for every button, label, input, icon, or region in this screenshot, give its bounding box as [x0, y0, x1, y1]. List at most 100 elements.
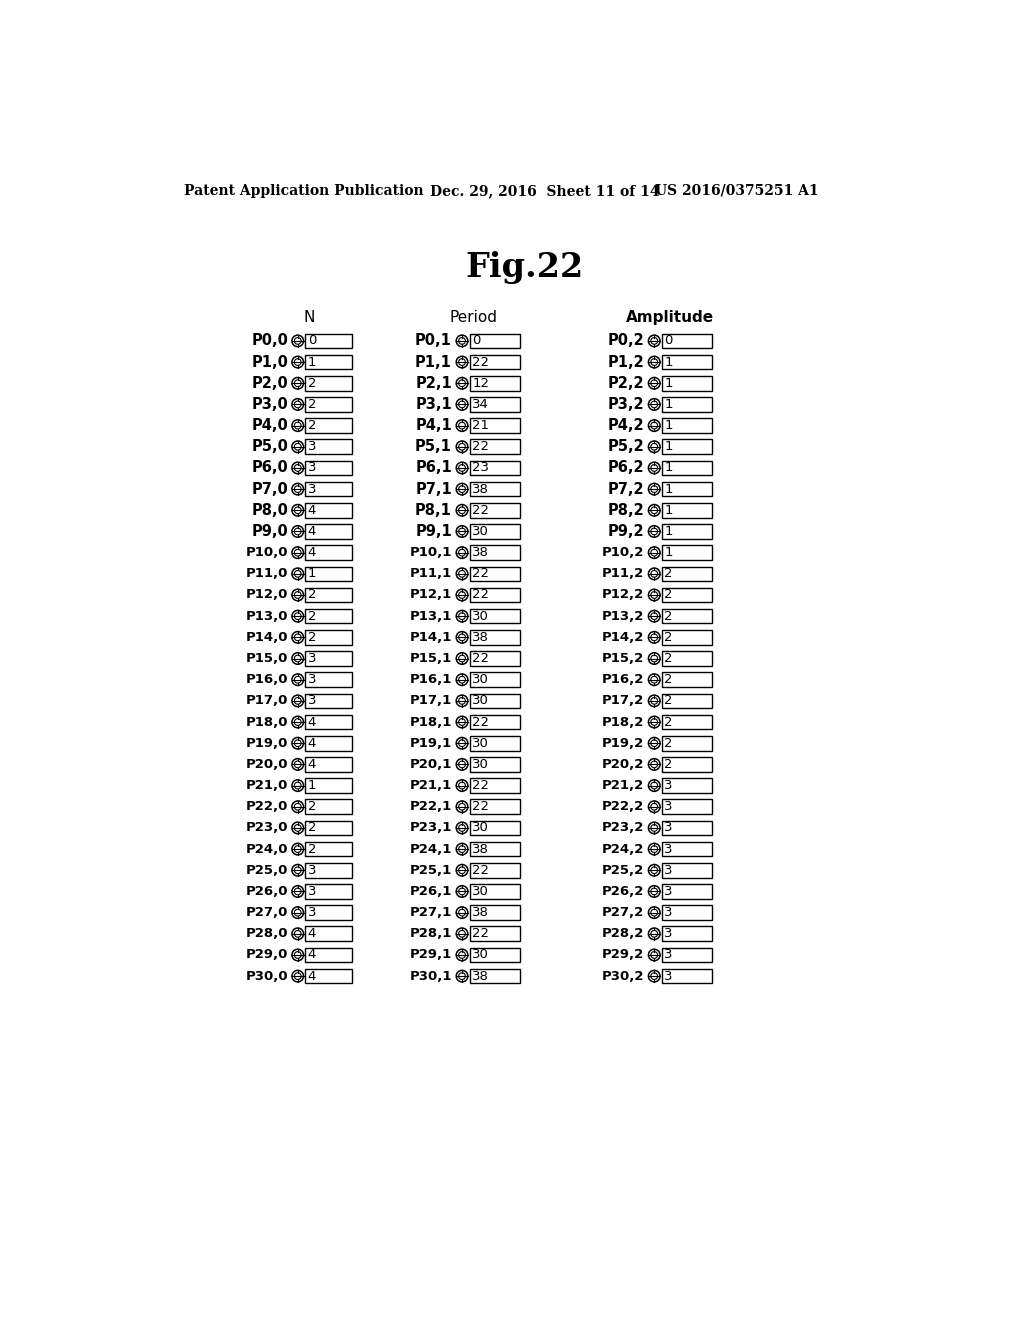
Text: 22: 22 — [472, 589, 489, 602]
Bar — [470, 884, 520, 899]
Bar — [470, 651, 520, 665]
Text: P1,0: P1,0 — [252, 355, 289, 370]
Text: 1: 1 — [665, 376, 673, 389]
Text: P0,0: P0,0 — [252, 334, 289, 348]
Bar — [662, 503, 713, 517]
Text: 3: 3 — [308, 884, 316, 898]
Bar — [662, 355, 713, 370]
Text: 22: 22 — [472, 355, 489, 368]
Bar — [305, 566, 352, 581]
Text: P3,1: P3,1 — [415, 397, 452, 412]
Bar — [470, 863, 520, 878]
Text: P8,1: P8,1 — [415, 503, 452, 517]
Bar — [305, 503, 352, 517]
Bar — [305, 842, 352, 857]
Text: 4: 4 — [308, 715, 316, 729]
Text: 22: 22 — [472, 863, 489, 876]
Bar — [662, 566, 713, 581]
Text: P15,2: P15,2 — [602, 652, 644, 665]
Bar — [470, 714, 520, 730]
Bar — [470, 948, 520, 962]
Text: P12,1: P12,1 — [410, 589, 452, 602]
Text: 2: 2 — [665, 589, 673, 602]
Text: P13,0: P13,0 — [246, 610, 289, 623]
Text: 22: 22 — [472, 800, 489, 813]
Text: P1,1: P1,1 — [415, 355, 452, 370]
Text: P3,2: P3,2 — [607, 397, 644, 412]
Bar — [470, 758, 520, 772]
Bar — [662, 609, 713, 623]
Bar — [305, 609, 352, 623]
Text: P2,0: P2,0 — [252, 376, 289, 391]
Text: 0: 0 — [472, 334, 480, 347]
Text: 0: 0 — [665, 334, 673, 347]
Text: P29,1: P29,1 — [410, 949, 452, 961]
Bar — [662, 461, 713, 475]
Bar — [662, 969, 713, 983]
Text: P9,1: P9,1 — [415, 524, 452, 539]
Bar — [470, 927, 520, 941]
Bar — [662, 906, 713, 920]
Text: 30: 30 — [472, 758, 489, 771]
Bar — [662, 693, 713, 708]
Bar — [305, 927, 352, 941]
Text: P5,0: P5,0 — [252, 440, 289, 454]
Bar — [470, 587, 520, 602]
Text: 1: 1 — [308, 355, 316, 368]
Text: P16,2: P16,2 — [602, 673, 644, 686]
Text: P19,2: P19,2 — [602, 737, 644, 750]
Text: 2: 2 — [665, 694, 673, 708]
Text: 4: 4 — [308, 758, 316, 771]
Text: P28,2: P28,2 — [602, 927, 644, 940]
Bar — [470, 821, 520, 836]
Text: P26,1: P26,1 — [410, 884, 452, 898]
Text: 3: 3 — [665, 779, 673, 792]
Text: 34: 34 — [472, 397, 489, 411]
Text: P0,2: P0,2 — [607, 334, 644, 348]
Bar — [470, 737, 520, 751]
Text: P18,1: P18,1 — [410, 715, 452, 729]
Bar — [470, 630, 520, 644]
Text: Fig.22: Fig.22 — [466, 251, 584, 284]
Text: P17,0: P17,0 — [246, 694, 289, 708]
Text: P4,2: P4,2 — [607, 418, 644, 433]
Text: 1: 1 — [665, 418, 673, 432]
Text: 38: 38 — [472, 906, 489, 919]
Bar — [662, 334, 713, 348]
Text: 1: 1 — [308, 779, 316, 792]
Bar — [662, 418, 713, 433]
Text: 1: 1 — [665, 546, 673, 560]
Bar — [470, 397, 520, 412]
Text: Dec. 29, 2016  Sheet 11 of 14: Dec. 29, 2016 Sheet 11 of 14 — [430, 183, 659, 198]
Text: P13,2: P13,2 — [602, 610, 644, 623]
Text: P14,2: P14,2 — [602, 631, 644, 644]
Text: P19,0: P19,0 — [246, 737, 289, 750]
Text: 22: 22 — [472, 779, 489, 792]
Text: 22: 22 — [472, 504, 489, 517]
Text: 22: 22 — [472, 652, 489, 665]
Text: 3: 3 — [665, 821, 673, 834]
Text: N: N — [304, 310, 315, 325]
Text: 3: 3 — [665, 863, 673, 876]
Text: 2: 2 — [665, 758, 673, 771]
Bar — [305, 758, 352, 772]
Text: 3: 3 — [308, 906, 316, 919]
Text: P28,0: P28,0 — [246, 927, 289, 940]
Text: P11,0: P11,0 — [246, 568, 289, 581]
Text: US 2016/0375251 A1: US 2016/0375251 A1 — [655, 183, 818, 198]
Text: 3: 3 — [665, 927, 673, 940]
Text: P5,2: P5,2 — [607, 440, 644, 454]
Bar — [662, 800, 713, 814]
Bar — [470, 842, 520, 857]
Text: 30: 30 — [472, 610, 489, 623]
Bar — [662, 714, 713, 730]
Bar — [305, 587, 352, 602]
Text: 30: 30 — [472, 673, 489, 686]
Text: 1: 1 — [665, 397, 673, 411]
Bar — [305, 545, 352, 560]
Text: P22,2: P22,2 — [602, 800, 644, 813]
Bar — [305, 461, 352, 475]
Text: 4: 4 — [308, 970, 316, 982]
Bar — [662, 927, 713, 941]
Bar — [305, 884, 352, 899]
